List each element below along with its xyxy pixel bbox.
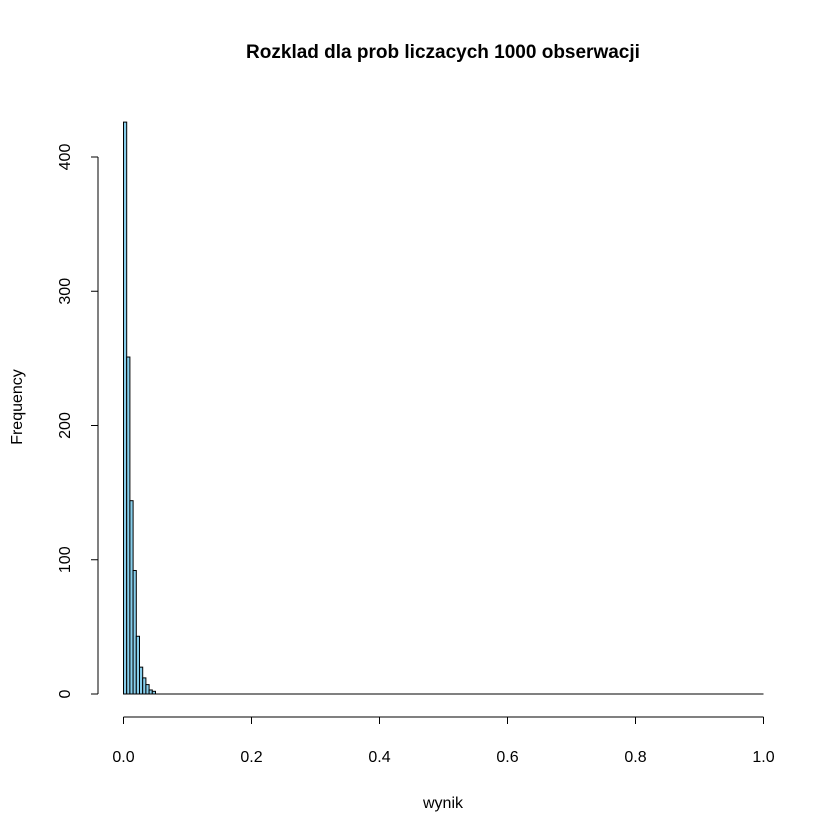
- y-tick-label-0: 0: [57, 689, 74, 698]
- x-tick-label-5: 1.0: [752, 749, 774, 766]
- x-axis-label: wynik: [422, 795, 464, 812]
- y-tick-label-2: 200: [57, 412, 74, 439]
- x-tick-label-0: 0.0: [112, 749, 134, 766]
- x-tick-label-3: 0.6: [496, 749, 518, 766]
- x-tick-label-1: 0.2: [240, 749, 262, 766]
- y-tick-label-1: 100: [57, 546, 74, 573]
- y-tick-label-4: 400: [57, 144, 74, 171]
- histogram-bars: [123, 121, 764, 695]
- y-axis-label: Frequency: [9, 369, 26, 445]
- x-tick-label-4: 0.8: [624, 749, 646, 766]
- chart-title: Rozklad dla prob liczacych 1000 obserwac…: [246, 42, 640, 63]
- x-tick-label-2: 0.4: [368, 749, 390, 766]
- y-tick-label-3: 300: [57, 278, 74, 305]
- y-axis: 0 100 200 300 400: [57, 144, 99, 698]
- x-axis: 0.0 0.2 0.4 0.6 0.8 1.0: [112, 716, 775, 766]
